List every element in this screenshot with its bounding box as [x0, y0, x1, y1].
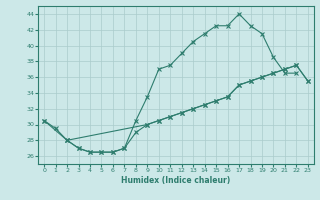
- X-axis label: Humidex (Indice chaleur): Humidex (Indice chaleur): [121, 176, 231, 185]
